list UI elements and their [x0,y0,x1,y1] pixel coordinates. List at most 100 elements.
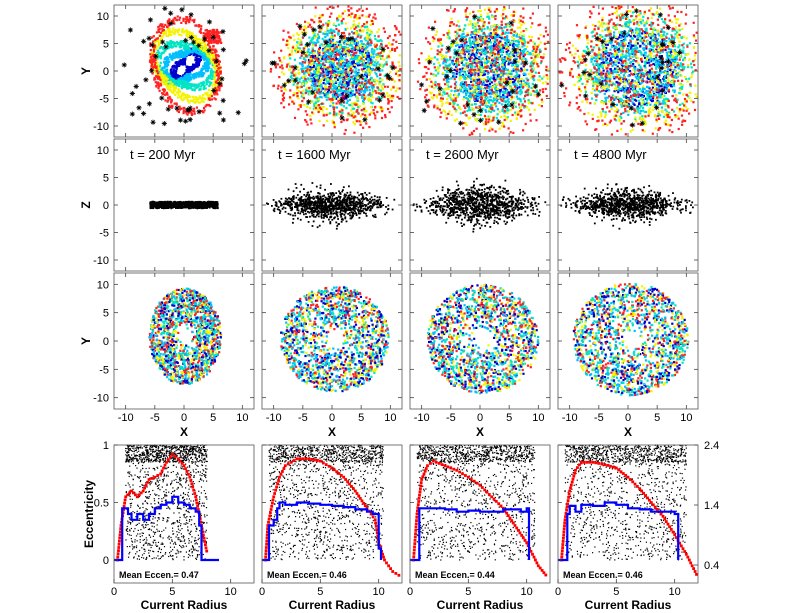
population-point [346,42,349,45]
population-point [356,73,359,77]
population-point [312,52,315,56]
population-point [202,49,205,52]
population-point [304,78,307,81]
star-marker [375,66,381,72]
population-point [325,98,328,101]
population-point [358,14,361,18]
population-point [288,35,291,38]
population-point [216,42,219,45]
population-point [188,86,191,89]
population-point [333,87,336,90]
population-point [329,60,332,63]
population-point [362,29,365,32]
population-point [342,86,345,89]
population-point [165,83,168,86]
population-point [322,82,325,85]
population-point [186,50,189,53]
population-point [320,72,323,75]
population-point [326,34,329,37]
population-point [289,75,292,78]
population-point [188,78,191,81]
population-point [342,83,345,87]
population-point [373,49,376,52]
population-point [305,54,308,57]
population-point [340,15,343,18]
population-point [211,84,214,87]
population-point [308,61,311,64]
population-point [376,110,379,114]
population-point [175,55,178,58]
population-point [191,88,194,91]
population-point [363,65,366,68]
population-point [353,71,356,74]
population-point [220,41,223,44]
population-point [297,37,300,40]
population-point [175,103,178,106]
population-point [311,44,314,47]
population-point [366,25,369,28]
population-point [349,58,352,61]
population-point [341,89,344,92]
population-point [176,41,179,45]
population-point [202,106,206,109]
population-point [340,22,343,25]
population-point [149,59,152,62]
population-point [292,34,295,37]
population-point [327,60,330,63]
population-point [185,73,188,76]
population-point [173,64,176,67]
population-point [306,87,309,90]
population-point [339,61,342,64]
population-point [368,89,371,92]
population-point [296,94,299,98]
population-point [358,120,361,123]
population-point [342,68,345,71]
population-point [347,54,350,57]
star-marker [220,97,226,104]
population-point [469,33,472,36]
population-point [345,75,348,78]
population-point [456,43,459,47]
population-point [314,94,317,97]
population-point [348,73,351,76]
population-point [453,76,456,79]
population-point [313,61,316,64]
population-point [338,89,341,92]
population-point [337,84,340,87]
population-point [332,36,335,39]
star-marker [149,42,155,48]
population-point [297,68,300,71]
population-point [281,94,284,97]
population-point [352,80,356,83]
population-point [310,38,313,41]
population-point [513,54,516,58]
star-marker [241,61,247,67]
population-point [331,81,334,84]
population-point [392,94,395,98]
population-point [367,73,371,76]
population-point [353,93,356,96]
population-point [171,58,174,61]
population-point [395,40,398,43]
population-point [340,55,343,58]
population-point [166,81,169,84]
population-point [186,82,189,85]
population-point [201,82,204,85]
population-point [465,93,468,96]
population-point [186,32,189,35]
population-point [325,88,328,91]
population-point [338,50,341,53]
population-point [395,46,399,49]
population-point [347,67,350,70]
population-point [319,95,322,98]
population-point [217,78,220,81]
population-point [217,34,220,37]
population-point [323,114,326,117]
population-point [190,47,193,50]
population-point [337,113,340,116]
population-point [308,93,311,96]
population-point [315,58,319,61]
population-point [347,112,350,115]
population-point [206,53,209,57]
